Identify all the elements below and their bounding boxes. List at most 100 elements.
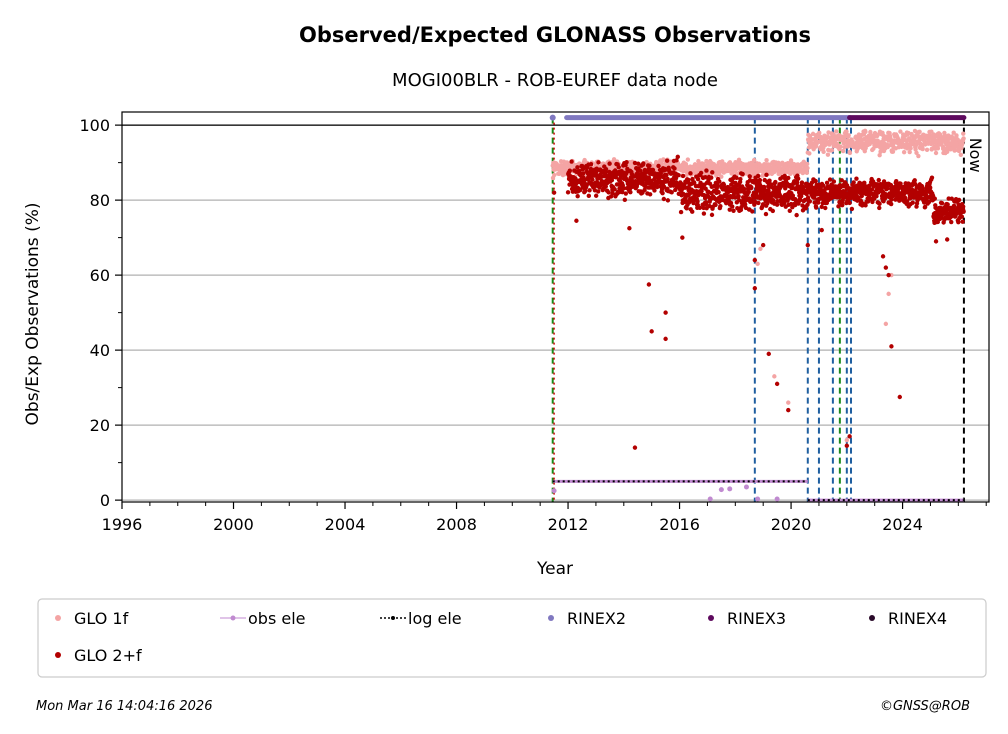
now-label: Now [966, 138, 985, 173]
glo2f-point [886, 272, 891, 278]
glo2f-point [928, 185, 933, 190]
glo1f-point [908, 146, 913, 151]
glo2f-point [960, 204, 966, 209]
glo2f-point [606, 190, 611, 195]
glo2f-point [799, 180, 805, 185]
glo2f-point [709, 175, 714, 180]
glo2f-point [730, 204, 735, 209]
obs-ele-point [707, 496, 713, 502]
glo2f-point [752, 200, 758, 205]
plot-frame [121, 111, 990, 503]
glo1f-point [844, 437, 850, 443]
glo2f-point [688, 171, 693, 176]
glo1f-point [901, 149, 907, 155]
glo2f-point [603, 166, 609, 172]
legend-label: GLO 2+f [74, 646, 142, 665]
glo2f-point [656, 163, 661, 169]
glo2f-point [877, 201, 882, 207]
glo2f-point [658, 171, 664, 176]
glo1f-point [840, 148, 846, 154]
glo2f-point [661, 196, 667, 202]
x-tick-label: 2012 [548, 515, 589, 534]
x-tick-label: 2000 [213, 515, 254, 534]
glo2f-point [660, 190, 665, 196]
x-tick-label: 2004 [325, 515, 366, 534]
glo2f-point [727, 207, 732, 212]
glo2f-point [746, 189, 751, 195]
glo2f-point [573, 176, 578, 181]
glo2f-point [863, 203, 868, 208]
glo2f-point [574, 218, 579, 223]
glo2f-point [933, 239, 939, 244]
glo2f-point [636, 161, 641, 166]
glo2f-point [663, 310, 668, 315]
glo1f-point [961, 136, 966, 141]
glo2f-point [647, 163, 652, 168]
glo2f-point [897, 394, 902, 400]
glo1f-point [863, 129, 868, 135]
footer-timestamp: Mon Mar 16 14:04:16 2026 [36, 699, 212, 714]
glo1f-point [917, 129, 922, 134]
glo2f-point [945, 202, 950, 207]
glo1f-point [916, 153, 921, 159]
glo2f-point [813, 178, 818, 184]
glo2f-point [718, 204, 723, 209]
glo1f-point [751, 157, 757, 163]
glo1f-point [898, 129, 903, 134]
glo2f-point [767, 178, 772, 183]
legend-label: log ele [408, 609, 462, 628]
glo2f-point [883, 265, 889, 270]
glo2f-point [839, 178, 844, 183]
glo2f-point [774, 202, 780, 207]
glo1f-point [877, 152, 882, 158]
glo2f-point [686, 177, 691, 183]
legend-item-log-ele: log ele [380, 609, 462, 628]
legend-marker [55, 652, 61, 658]
glo2f-point [847, 200, 852, 206]
glo2f-point [956, 197, 962, 203]
glo2f-point [567, 168, 573, 173]
glo2f-point [819, 204, 824, 210]
obs-ele-point [755, 496, 761, 502]
rinex2-point [549, 114, 556, 121]
glo1f-point [886, 291, 891, 297]
glo2f-point [664, 172, 669, 178]
legend-box [37, 598, 987, 678]
glo1f-point [952, 148, 957, 153]
legend-item-rinex2: RINEX2 [548, 609, 626, 628]
x-tick-label: 2024 [882, 515, 923, 534]
glo2f-point [565, 190, 571, 195]
glo1f-point [844, 129, 849, 134]
glo1f-point [552, 172, 557, 178]
glo2f-point [885, 185, 891, 191]
glo2f-point [782, 200, 787, 206]
y-axis-label: Obs/Exp Observations (%) [23, 203, 43, 426]
glo1f-point [890, 149, 896, 154]
glo2f-point [678, 209, 684, 215]
glo2f-point [836, 204, 841, 209]
glo2f-point [939, 201, 945, 206]
glo2f-point [646, 282, 652, 287]
glo1f-point [719, 174, 724, 179]
legend-marker [548, 615, 554, 621]
glo2f-point [736, 193, 741, 199]
glo1f-point [758, 246, 763, 252]
glo2f-point [650, 167, 656, 173]
glo2f-point [681, 192, 686, 197]
glo2f-point [914, 204, 919, 209]
glo2f-point [922, 204, 928, 210]
glo2f-point [731, 208, 736, 213]
glo2f-point [607, 161, 612, 166]
glo2f-point [755, 173, 761, 179]
glo2f-point [944, 237, 950, 242]
glo1f-point [736, 157, 742, 162]
glo2f-point [870, 199, 875, 205]
glo1f-point [935, 146, 941, 151]
legend: GLO 1f obs ele log ele RINEX2 RINEX3 RINEX4 GL… [37, 598, 987, 678]
glo2f-point [912, 178, 917, 183]
legend-label: obs ele [248, 609, 306, 628]
glo1f-point [914, 150, 919, 156]
y-tick-label: 80 [90, 191, 110, 210]
glo2f-point [756, 200, 761, 206]
